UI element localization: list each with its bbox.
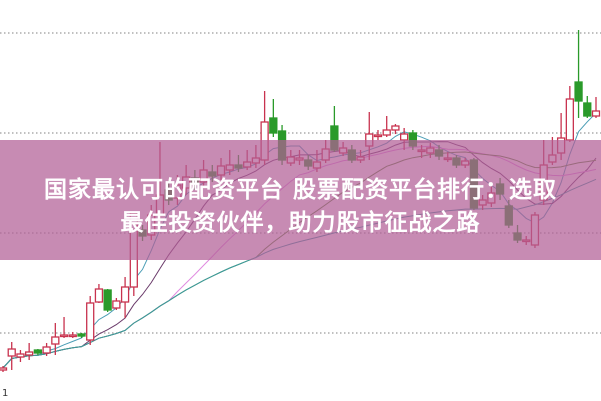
candle — [77, 333, 86, 338]
candle — [51, 323, 60, 355]
candle-body — [25, 351, 34, 356]
candle-body — [565, 98, 574, 141]
candle — [103, 289, 112, 312]
candle-body — [120, 286, 130, 303]
headline-line-1: 国家最认可的配资平台 股票配资平台排行：选取 — [43, 177, 557, 203]
candle — [94, 284, 104, 303]
candle-body — [591, 110, 601, 117]
candle-body — [77, 333, 86, 337]
candle — [583, 96, 592, 118]
headline-line-2: 最佳投资伙伴，助力股市征战之路 — [120, 210, 481, 236]
candle-body — [42, 346, 51, 354]
candle — [574, 30, 583, 118]
candle-body — [94, 288, 104, 303]
candle-body — [391, 125, 400, 131]
candle-body — [574, 81, 583, 102]
candle — [112, 298, 121, 310]
candle — [373, 130, 383, 140]
candle-body — [86, 302, 95, 341]
candle-body — [7, 348, 16, 357]
candle — [59, 317, 69, 338]
candle — [25, 343, 34, 360]
candle-body — [16, 353, 25, 358]
candle — [269, 99, 278, 137]
candle — [86, 296, 95, 345]
candle — [33, 349, 43, 355]
candle-body — [269, 117, 278, 134]
axis-tick-label: 1 — [2, 388, 9, 399]
candle — [391, 124, 400, 134]
candle-body — [33, 349, 43, 354]
candle — [591, 97, 601, 118]
candle — [16, 350, 25, 362]
candle-body — [51, 336, 60, 345]
candle-body — [112, 300, 121, 309]
candle — [120, 277, 130, 318]
candle — [68, 332, 77, 338]
candle-body — [382, 129, 391, 136]
candle-body — [103, 289, 112, 311]
headline-banner — [0, 140, 601, 260]
candle — [382, 116, 391, 137]
candle-body — [0, 367, 8, 371]
candle — [0, 366, 8, 372]
candle — [42, 343, 51, 356]
candle — [565, 86, 574, 142]
candle-body — [583, 102, 592, 117]
candle — [7, 342, 16, 370]
candle-body — [373, 134, 383, 138]
candle-body — [59, 334, 69, 338]
candle-body — [68, 334, 77, 338]
